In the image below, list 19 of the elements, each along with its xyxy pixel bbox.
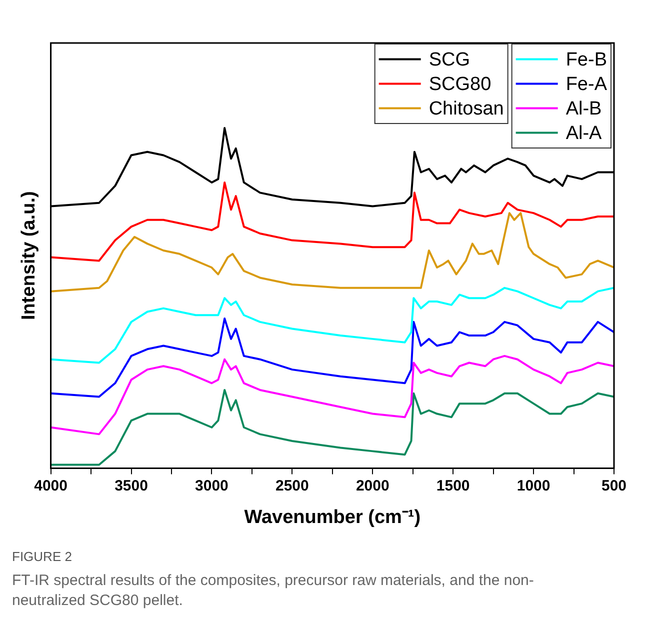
y-axis-title: Intensity (a.u.) — [18, 191, 40, 320]
x-tick-label: 3000 — [195, 477, 228, 494]
legend-label: Al-B — [566, 98, 602, 120]
legend-label: Fe-A — [566, 74, 608, 95]
legend-label: Chitosan — [428, 98, 504, 120]
caption: FIGURE 2 — [12, 548, 73, 566]
x-tick-label: 1500 — [436, 477, 470, 494]
x-tick-label: 4000 — [34, 477, 68, 494]
legend-label: SCG80 — [428, 74, 492, 95]
legend-label: SCG — [428, 49, 470, 70]
text: FT-IR spectral results of the composites, precursor raw materials, and the non-neutralized SCG80 pellet. — [12, 571, 535, 611]
x-tick-label: 2000 — [356, 477, 390, 494]
legend-label: Al-A — [566, 122, 602, 144]
x-tick-label: 1000 — [516, 477, 550, 494]
legend-label: Fe-B — [566, 49, 608, 70]
x-tick-label: 500 — [601, 477, 627, 494]
x-axis-title: Wavenumber (cm⁻¹) — [244, 506, 421, 528]
x-tick-label: 2500 — [275, 477, 309, 494]
x-tick-label: 3500 — [114, 477, 148, 494]
